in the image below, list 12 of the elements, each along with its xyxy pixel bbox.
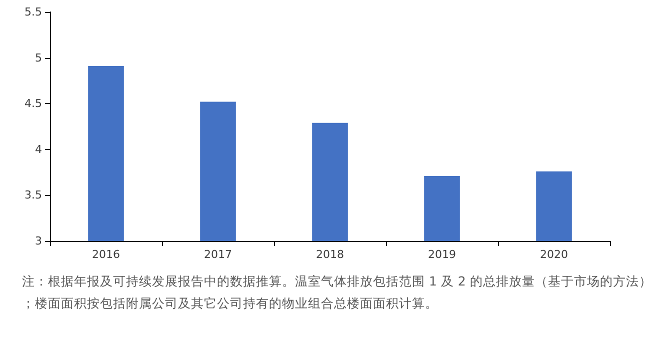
y-tick-label: 3 [35,234,42,248]
y-tick-label: 3.5 [24,188,42,202]
text: 注：根据年报及可持续发展报告中的数据推算。温室气体排放包括范围 1 及 2 的总排放量（基于市场的方法）；楼面面积按包括附属公司及其它公司持有的物业组合总楼面面积计算。 [22,274,652,310]
x-tick-label: 2018 [316,248,344,261]
y-tick-label: 4 [35,142,42,156]
y-tick-label: 5 [35,51,42,64]
x-tick-label: 2017 [204,248,232,261]
x-tick-label: 2020 [540,248,568,261]
y-tick-label: 4.5 [24,97,42,110]
y-tick-label: 5.5 [24,6,42,18]
x-tick-label: 2019 [428,248,456,261]
x-tick-label: 2016 [92,248,120,261]
